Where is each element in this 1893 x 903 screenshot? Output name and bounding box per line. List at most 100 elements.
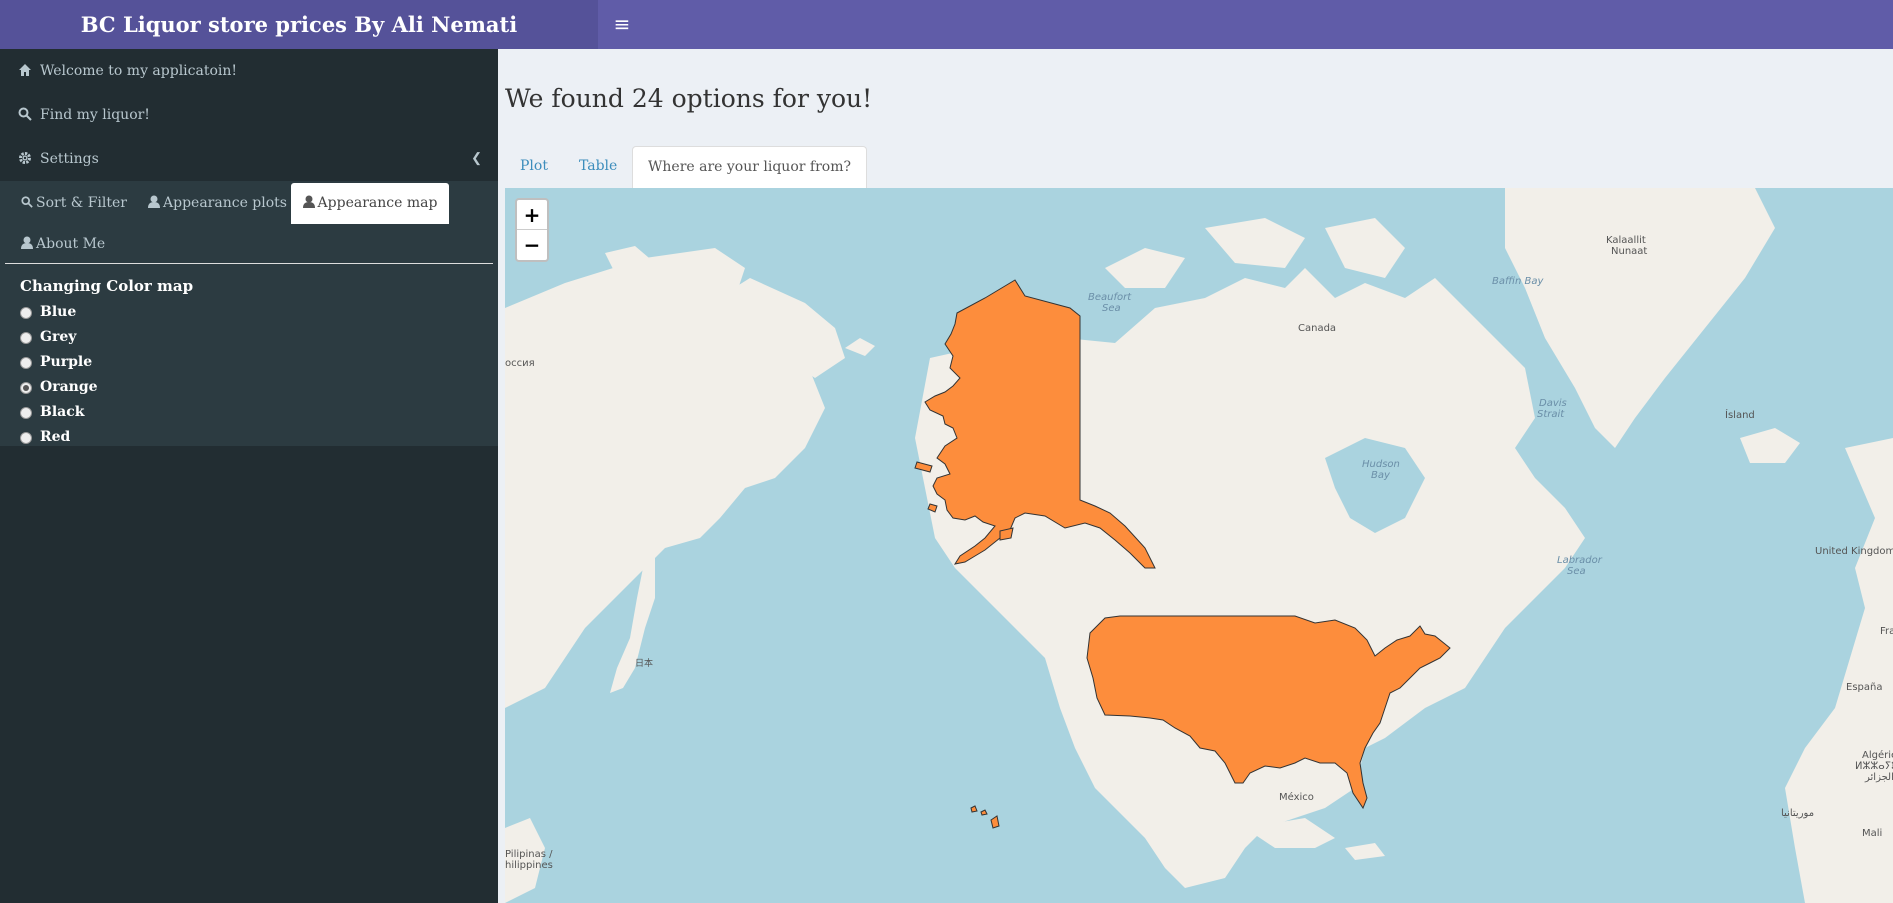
tab-about-me[interactable]: About Me <box>21 224 105 265</box>
landmass-japan <box>610 548 655 693</box>
radio-label: Black <box>40 404 85 420</box>
map-label: Pilipinas / <box>505 849 553 860</box>
map-label: hilippines <box>505 860 553 871</box>
radio-label: Orange <box>40 379 98 395</box>
landmass-island <box>605 246 655 278</box>
landmass-greenland <box>1505 188 1775 448</box>
landmass-asia <box>505 248 825 708</box>
landmass-chukotka <box>710 278 845 378</box>
highlight-hawaii[interactable] <box>970 805 978 813</box>
radio-label: Grey <box>40 329 77 345</box>
user-icon <box>302 183 315 224</box>
tab-table[interactable]: Table <box>579 158 618 174</box>
map-label: 日本 <box>635 659 654 669</box>
map-label: Sea <box>1102 303 1121 314</box>
map-label: United Kingdom <box>1815 546 1893 557</box>
sidebar-item-label: Find my liquor! <box>40 107 150 123</box>
map-label: оссия <box>505 358 535 369</box>
landmass-arctic-island <box>1205 218 1305 268</box>
sidebar-item-label: Settings <box>40 151 99 167</box>
map-label: Sea <box>1567 566 1586 577</box>
map-label: Beaufort <box>1088 292 1132 303</box>
tab-label: Appearance plots <box>163 195 287 211</box>
map-label: موريتانيا <box>1781 808 1815 819</box>
landmass-iceland <box>1740 428 1800 463</box>
sidebar-item-label: Welcome to my applicatoin! <box>40 63 238 79</box>
map-label: Algérie <box>1862 750 1893 761</box>
color-map-title: Changing Color map <box>20 277 194 295</box>
highlight-usa[interactable] <box>1086 615 1451 810</box>
search-icon <box>21 183 33 224</box>
leaflet-map[interactable]: + − Kalaallit Nunaat Baffin Bay Beaufort… <box>505 188 1893 903</box>
tab-appearance-plots[interactable]: Appearance plots <box>148 183 287 224</box>
zoom-in-button[interactable]: + <box>517 200 547 230</box>
user-icon <box>21 224 33 265</box>
sidebar: Welcome to my applicatoin! Find my liquo… <box>0 49 498 903</box>
tab-sort-filter[interactable]: Sort & Filter <box>21 183 127 224</box>
map-label: Baffin Bay <box>1492 276 1544 287</box>
map-label: Labrador <box>1557 555 1602 566</box>
radio-button[interactable] <box>20 332 32 344</box>
map-label: ⵍⵣⵣⴰⵢⴻⵔ <box>1855 761 1893 772</box>
sidebar-item-welcome[interactable]: Welcome to my applicatoin! <box>0 49 498 93</box>
radio-button[interactable] <box>20 382 32 394</box>
landmass-arctic-island <box>1105 248 1185 288</box>
radio-button[interactable] <box>20 407 32 419</box>
map-label: Strait <box>1537 409 1565 420</box>
map-label: España <box>1846 682 1883 693</box>
radio-label: Red <box>40 429 71 445</box>
radio-button[interactable] <box>20 432 32 444</box>
landmass-hispaniola <box>1345 843 1385 860</box>
map-label: México <box>1279 792 1314 803</box>
sidebar-item-settings[interactable]: Settings ❮ <box>0 137 498 181</box>
gear-icon <box>17 137 33 181</box>
landmass-cuba <box>1245 818 1335 848</box>
landmass-baffin <box>1445 328 1505 378</box>
water-hudson-bay <box>1325 438 1425 533</box>
tab-label: Appearance map <box>317 195 438 211</box>
map-label: Kalaallit <box>1606 235 1646 246</box>
app-title: BC Liquor store prices By Ali Nemati <box>0 0 598 49</box>
radio-button[interactable] <box>20 307 32 319</box>
settings-submenu: Sort & Filter Appearance plots Appearanc… <box>0 181 498 446</box>
radio-label: Blue <box>40 304 77 320</box>
radio-label: Purple <box>40 354 93 370</box>
highlight-alaska-island[interactable] <box>927 503 938 513</box>
chevron-left-icon[interactable]: ❮ <box>471 151 482 166</box>
map-label: Davis <box>1539 398 1567 409</box>
highlight-alaska-island[interactable] <box>914 461 933 473</box>
highlight-alaska[interactable] <box>924 279 1156 569</box>
search-icon <box>17 93 33 137</box>
landmass-arctic-island <box>1325 218 1405 278</box>
landmass-philippines <box>505 818 545 903</box>
tab-label: Sort & Filter <box>36 195 127 211</box>
map-label: Canada <box>1298 323 1337 334</box>
zoom-control: + − <box>515 198 549 262</box>
landmass-europe-africa <box>1785 438 1893 903</box>
landmass-north-america <box>915 268 1585 888</box>
radio-button[interactable] <box>20 357 32 369</box>
highlight-hawaii[interactable] <box>990 815 1000 829</box>
landmass-island <box>845 338 875 356</box>
tab-plot[interactable]: Plot <box>520 158 548 174</box>
map-tiles <box>505 188 1893 903</box>
user-icon <box>148 183 160 224</box>
map-label: Mali <box>1862 828 1883 839</box>
highlight-kodiak[interactable] <box>999 527 1014 541</box>
home-icon <box>17 49 33 93</box>
hamburger-menu-icon[interactable]: ≡ <box>613 12 631 36</box>
highlight-hawaii[interactable] <box>980 809 988 816</box>
sidebar-item-find[interactable]: Find my liquor! <box>0 93 498 137</box>
map-label: Ísland <box>1725 410 1755 421</box>
map-label: Bay <box>1371 470 1390 481</box>
map-label: Hudson <box>1362 459 1400 470</box>
top-navbar: BC Liquor store prices By Ali Nemati ≡ <box>0 0 1893 49</box>
zoom-out-button[interactable]: − <box>523 233 541 257</box>
tab-label: About Me <box>36 236 106 252</box>
settings-tabs: Sort & Filter Appearance plots Appearanc… <box>5 181 493 264</box>
tab-map[interactable]: Where are your liquor from? <box>632 146 867 189</box>
tab-appearance-map[interactable]: Appearance map <box>291 183 449 224</box>
map-label: الجزائر <box>1865 772 1893 783</box>
map-label: Fra <box>1880 626 1893 637</box>
map-label: Nunaat <box>1611 246 1648 257</box>
